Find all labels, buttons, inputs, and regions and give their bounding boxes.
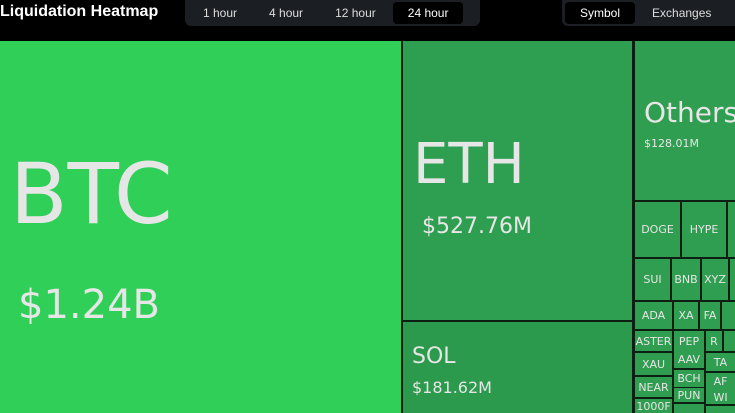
page-title: Liquidation Heatmap <box>0 3 159 20</box>
tile[interactable]: NEAR <box>635 377 672 397</box>
tile-label: BCH <box>677 372 701 385</box>
tile[interactable]: PEP <box>674 331 704 351</box>
tile[interactable]: ETH $527.76M <box>403 41 632 320</box>
tile[interactable]: XAU <box>635 353 672 375</box>
tile-label: BTC <box>10 145 173 243</box>
time-tab[interactable]: 12 hour <box>335 6 376 20</box>
time-tab[interactable]: 24 hour <box>392 2 464 24</box>
tile-label: BNB <box>674 273 698 286</box>
tile-value: $128.01M <box>644 137 699 150</box>
tile-label: XA <box>678 309 694 322</box>
tile-label: SUI <box>643 273 662 286</box>
tile-label: SOL <box>412 344 456 369</box>
tile-label: TA <box>713 355 728 369</box>
tile[interactable]: R <box>706 331 722 351</box>
header: Liquidation Heatmap 1 hour 4 hour 12 hour 2… <box>0 0 735 40</box>
tile-value: $1.24B <box>18 282 160 328</box>
tile-label: HYPE <box>689 223 719 236</box>
tile-label: DOGE <box>641 223 674 236</box>
tile[interactable]: FA <box>700 302 720 329</box>
tile-label: ASTER <box>635 334 672 348</box>
view-tabs: Symbol Exchanges <box>562 0 735 26</box>
tile[interactable]: HYPE <box>682 202 726 257</box>
tile[interactable]: XA <box>674 302 698 329</box>
view-tab[interactable]: Exchanges <box>652 6 712 20</box>
time-tabs: 1 hour 4 hour 12 hour 24 hour <box>185 0 480 26</box>
tile[interactable] <box>730 259 735 300</box>
tile[interactable]: BTC $1.24B <box>0 41 401 413</box>
tile[interactable]: WI <box>706 390 735 404</box>
tile-label: XAU <box>641 357 666 371</box>
tile[interactable]: AAV <box>674 350 704 368</box>
tile[interactable]: BCH <box>674 370 704 387</box>
tile[interactable]: SUI <box>635 259 670 300</box>
tile[interactable]: Others $128.01M <box>635 41 735 200</box>
tile-value: $527.76M <box>422 214 532 239</box>
tile-label: AAV <box>677 352 701 366</box>
treemap: BTC $1.24B ETH $527.76M SOL $181.62M Others $12… <box>0 41 735 413</box>
tile[interactable]: TA <box>706 353 735 371</box>
tile-label: R <box>710 334 718 348</box>
tile-label: XYZ <box>704 273 726 286</box>
tile-label: ADA <box>641 309 666 322</box>
tile-label: Others <box>644 96 735 129</box>
tile[interactable]: AF <box>706 373 735 390</box>
tile[interactable] <box>706 406 735 413</box>
tile-label: AF <box>713 375 728 388</box>
tile-label: NEAR <box>638 380 669 394</box>
tile[interactable]: XYZ <box>702 259 728 300</box>
tile[interactable]: BNB <box>672 259 700 300</box>
tile[interactable]: ADA <box>635 302 672 329</box>
tile-value: $181.62M <box>412 378 492 397</box>
tile[interactable]: 1000F <box>635 399 672 413</box>
time-tab[interactable]: 1 hour <box>203 6 238 20</box>
view-tab[interactable]: Symbol <box>565 2 636 24</box>
tile-label: FA <box>703 309 717 322</box>
tile[interactable] <box>728 202 735 257</box>
time-tab[interactable]: 4 hour <box>269 6 304 20</box>
tile[interactable]: SOL $181.62M <box>403 322 632 413</box>
tile[interactable]: ASTER <box>635 331 672 351</box>
tile[interactable] <box>722 302 735 329</box>
tile-label: PEP <box>678 334 700 348</box>
tile-label: ETH <box>413 132 525 197</box>
tile-label: PUN <box>677 388 701 402</box>
tile[interactable]: DOGE <box>635 202 680 257</box>
tile-label: WI <box>713 390 728 404</box>
tile-label: 1000F <box>636 399 671 413</box>
tile[interactable] <box>724 331 735 351</box>
tile[interactable]: PUN <box>674 388 704 402</box>
tile[interactable] <box>674 404 704 413</box>
